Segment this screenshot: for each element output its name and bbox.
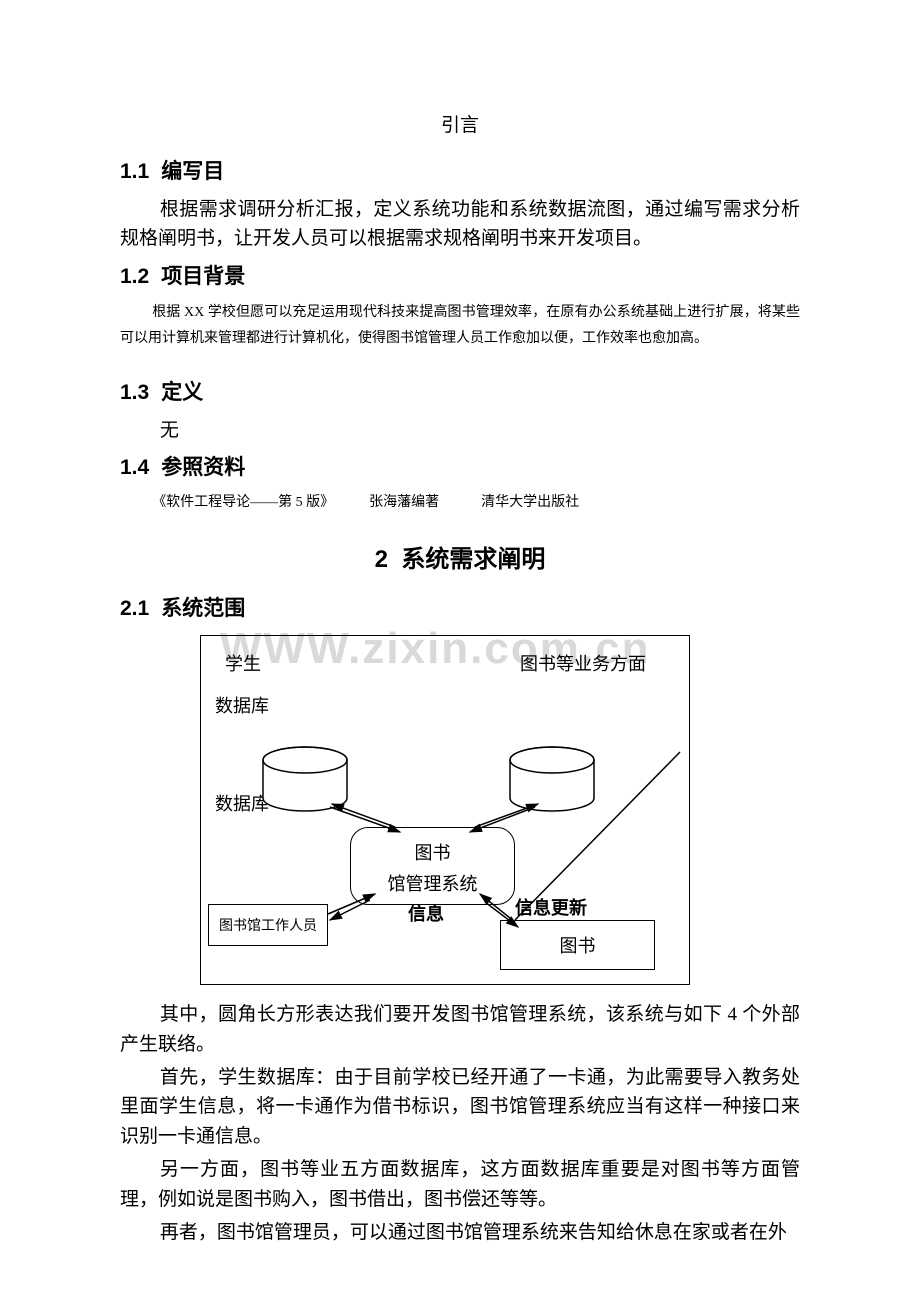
section-1-1-heading: 1.1 编写目 (120, 155, 800, 185)
staff-box: 图书馆工作人员 (208, 904, 328, 946)
chapter-2-title: 2 系统需求阐明 (120, 539, 800, 574)
label-student: 学生 (225, 650, 261, 676)
label-business: 图书等业务方面 (520, 650, 646, 676)
para-after-3: 另一方面，图书等业五方面数据库，这方面数据库重要是对图书等方面管理，例如说是图书… (120, 1155, 800, 1214)
section-title-2-1: 系统范围 (161, 597, 245, 620)
section-2-1-heading: 2.1 系统范围 (120, 592, 800, 622)
section-1-3-heading: 1.3 定义 (120, 376, 800, 406)
label-db-top: 数据库 (215, 692, 269, 718)
section-1-4-heading: 1.4 参照资料 (120, 451, 800, 481)
section-title-1-4: 参照资料 (161, 456, 245, 479)
section-title-1-1: 编写目 (161, 160, 224, 183)
section-num-1-1: 1.1 (120, 160, 149, 184)
section-num-1-4: 1.4 (120, 456, 149, 480)
section-1-2-heading: 1.2 项目背景 (120, 260, 800, 290)
para-after-4: 再者，图书馆管理员，可以通过图书馆管理系统来告知给休息在家或者在外 (120, 1218, 800, 1247)
system-scope-diagram: WWW.zixin.com.cn 学生 图书等业务方面 数据库 数据库 图书 馆… (120, 632, 800, 992)
para-after-1: 其中，圆角长方形表达我们要开发图书馆管理系统，该系统与如下 4 个外部产生联络。 (120, 1000, 800, 1059)
section-num-2-1: 2.1 (120, 597, 149, 621)
label-db-left: 数据库 (215, 790, 269, 816)
para-1-2: 根据 XX 学校但愿可以充足运用现代科技来提高图书管理效率，在原有办公系统基础上… (120, 300, 800, 352)
para-1-4: 《软件工程导论——第 5 版》 张海藩编著 清华大学出版社 (120, 491, 800, 511)
section-num-1-2: 1.2 (120, 265, 149, 289)
para-1-3: 无 (120, 416, 800, 445)
section-title-1-3: 定义 (161, 381, 203, 404)
intro-heading: 引言 (120, 110, 800, 137)
section-title-1-2: 项目背景 (161, 265, 245, 288)
label-info-update: 信息更新 (515, 894, 587, 920)
center-system-box: 图书 馆管理系统 (350, 827, 515, 905)
label-info: 信息 (408, 900, 444, 926)
center-line-1: 图书 (351, 838, 514, 869)
section-num-1-3: 1.3 (120, 381, 149, 405)
books-label: 图书 (560, 932, 596, 958)
books-box: 图书 (500, 920, 655, 970)
para-after-2: 首先，学生数据库：由于目前学校已经开通了一卡通，为此需要导入教务处里面学生信息，… (120, 1063, 800, 1151)
center-line-2: 馆管理系统 (351, 869, 514, 900)
staff-label: 图书馆工作人员 (219, 915, 317, 935)
para-1-1: 根据需求调研分析汇报，定义系统功能和系统数据流图，通过编写需求分析规格阐明书，让… (120, 195, 800, 254)
chapter-2-text: 系统需求阐明 (401, 546, 545, 573)
chapter-2-num: 2 (375, 546, 388, 573)
